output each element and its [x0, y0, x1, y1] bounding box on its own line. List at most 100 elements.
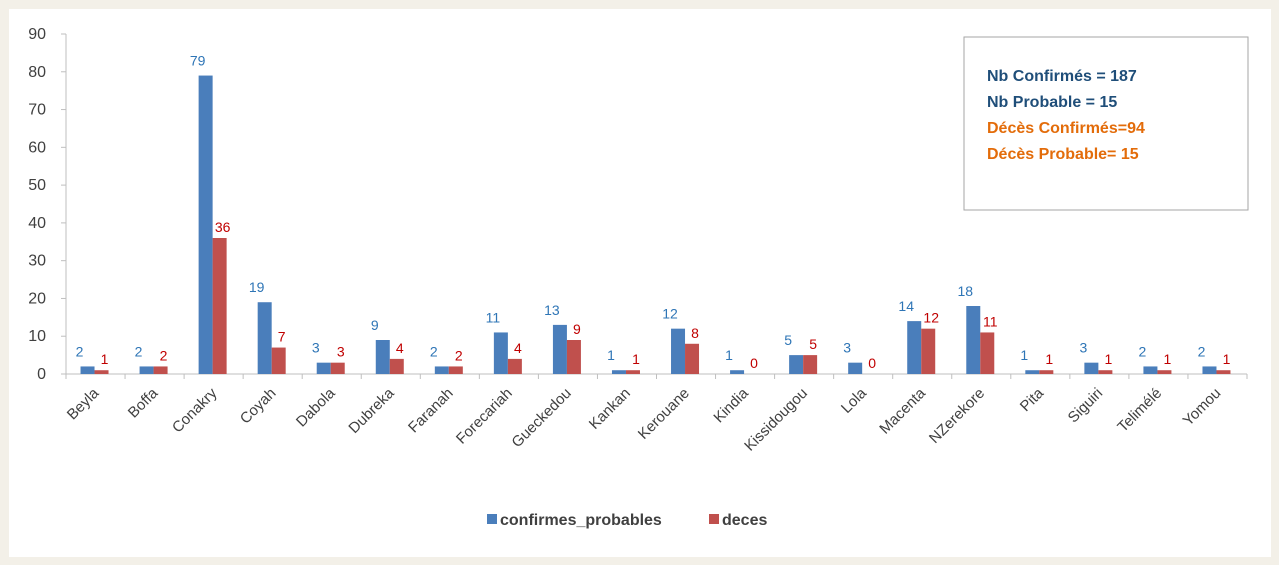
data-label-deces: 2 — [160, 347, 168, 363]
bar-deces — [803, 355, 818, 374]
data-label-deces: 12 — [923, 310, 939, 326]
bar-deces — [271, 347, 286, 374]
data-label-deces: 2 — [455, 347, 463, 363]
bar-confirmes_probables — [671, 328, 686, 374]
data-label-confirmes_probables: 2 — [1198, 343, 1206, 359]
data-label-deces: 1 — [101, 351, 109, 367]
bar-deces — [94, 370, 109, 374]
legend-swatch-deces — [709, 514, 719, 524]
category-label: Lola — [838, 384, 871, 417]
category-label: Pita — [1017, 384, 1048, 415]
bar-deces — [212, 238, 227, 374]
data-label-deces: 8 — [691, 325, 699, 341]
legend-swatch-confirmes_probables — [487, 514, 497, 524]
y-tick-label: 20 — [28, 290, 46, 307]
category-label: Faranah — [405, 385, 457, 437]
data-label-confirmes_probables: 18 — [957, 283, 973, 299]
data-label-confirmes_probables: 1 — [725, 347, 733, 363]
data-label-confirmes_probables: 12 — [662, 306, 678, 322]
data-label-confirmes_probables: 79 — [190, 53, 206, 69]
data-label-confirmes_probables: 3 — [843, 340, 851, 356]
data-label-deces: 36 — [215, 219, 231, 235]
category-label: Siguiri — [1065, 385, 1106, 426]
bar-confirmes_probables — [375, 340, 390, 374]
y-tick-label: 10 — [28, 328, 46, 345]
bar-confirmes_probables — [907, 321, 922, 374]
y-tick-label: 50 — [28, 177, 46, 194]
data-label-deces: 0 — [868, 355, 876, 371]
info-line: Nb Confirmés = 187 — [987, 68, 1137, 85]
info-line: Nb Probable = 15 — [987, 94, 1117, 111]
data-label-deces: 3 — [337, 344, 345, 360]
data-label-confirmes_probables: 9 — [371, 317, 379, 333]
bar-deces — [153, 366, 168, 374]
category-label: Boffa — [125, 384, 162, 421]
bar-confirmes_probables — [139, 366, 154, 374]
category-label: Forecariah — [453, 385, 516, 448]
chart-frame: 0 10 20 30 40 50 60 70 80 90 2 1 2 2 79 36 19 7 3 3 9 4 2 2 11 4… — [9, 9, 1271, 557]
data-label-confirmes_probables: 2 — [76, 343, 84, 359]
category-label: NZerekore — [926, 385, 988, 447]
y-tick-label: 90 — [28, 26, 46, 43]
y-tick-label: 0 — [37, 366, 46, 383]
bar-deces — [507, 358, 522, 374]
y-tick-label: 40 — [28, 215, 46, 232]
bar-confirmes_probables — [730, 370, 745, 374]
data-label-deces: 9 — [573, 321, 581, 337]
bar-confirmes_probables — [789, 355, 804, 374]
y-tick-label: 70 — [28, 102, 46, 119]
category-label: Macenta — [876, 384, 929, 437]
bar-confirmes_probables — [257, 302, 272, 374]
data-label-confirmes_probables: 19 — [249, 279, 265, 295]
data-label-confirmes_probables: 14 — [898, 298, 914, 314]
info-box: Nb Confirmés = 187 Nb Probable = 15 Décès … — [963, 36, 1249, 211]
data-label-confirmes_probables: 1 — [607, 347, 615, 363]
bar-confirmes_probables — [611, 370, 626, 374]
y-tick-label: 30 — [28, 253, 46, 270]
bar-confirmes_probables — [316, 362, 331, 374]
bar-confirmes_probables — [1025, 370, 1040, 374]
legend-label-confirmes_probables: confirmes_probables — [500, 512, 662, 529]
data-label-deces: 11 — [983, 313, 998, 329]
info-line: Décès Confirmés=94 — [987, 120, 1145, 137]
data-label-deces: 1 — [1164, 351, 1172, 367]
y-tick-label: 60 — [28, 139, 46, 156]
data-label-deces: 1 — [1223, 351, 1231, 367]
data-label-deces: 0 — [750, 355, 758, 371]
data-label-deces: 1 — [632, 351, 640, 367]
category-label: Conakry — [169, 384, 221, 436]
bar-deces — [921, 328, 936, 374]
bar-deces — [1098, 370, 1113, 374]
data-label-deces: 1 — [1104, 351, 1112, 367]
category-label: Yomou — [1180, 385, 1225, 430]
bar-deces — [980, 332, 995, 374]
category-labels: Beyla Boffa Conakry Coyah Dabola Dubreka Faran… — [64, 384, 1225, 454]
bar-deces — [389, 358, 404, 374]
category-label: Kerouane — [635, 385, 693, 443]
bar-deces — [448, 366, 463, 374]
bar-deces — [1216, 370, 1231, 374]
bar-deces — [1157, 370, 1172, 374]
bar-deces — [566, 340, 581, 374]
category-label: Coyah — [237, 385, 280, 428]
legend: confirmes_probables deces — [487, 512, 767, 529]
data-label-confirmes_probables: 2 — [430, 343, 438, 359]
data-label-confirmes_probables: 2 — [1139, 343, 1147, 359]
bar-deces — [330, 362, 345, 374]
category-label: Gueckedou — [508, 385, 574, 451]
category-label: Kissidougou — [741, 385, 811, 455]
bar-confirmes_probables — [434, 366, 449, 374]
data-label-deces: 4 — [514, 340, 522, 356]
legend-label-deces: deces — [722, 512, 767, 529]
bars — [80, 75, 1231, 375]
data-label-confirmes_probables: 1 — [1020, 347, 1028, 363]
data-label-deces: 4 — [396, 340, 404, 356]
data-label-confirmes_probables: 3 — [312, 340, 320, 356]
data-label-confirmes_probables: 13 — [544, 302, 560, 318]
category-label: Dabola — [293, 384, 339, 430]
data-label-confirmes_probables: 5 — [784, 332, 792, 348]
data-label-confirmes_probables: 3 — [1079, 340, 1087, 356]
bar-confirmes_probables — [1143, 366, 1158, 374]
